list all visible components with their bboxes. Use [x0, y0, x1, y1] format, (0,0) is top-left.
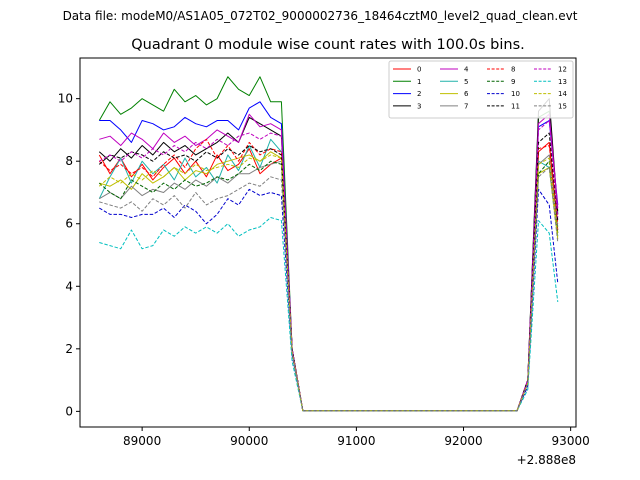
plot-frame — [79, 57, 577, 428]
x-tick-label: 92000 — [444, 434, 482, 448]
legend-label-14: 14 — [558, 90, 567, 98]
x-axis: 89000 90000 91000 92000 93000 — [123, 427, 590, 448]
series-line-15 — [99, 166, 559, 412]
legend-label-9: 9 — [511, 78, 515, 86]
plot-series — [98, 76, 559, 412]
legend-label-8: 8 — [511, 66, 515, 74]
legend-label-4: 4 — [464, 66, 469, 74]
y-tick-label: 10 — [58, 92, 73, 106]
y-tick-label: 0 — [65, 404, 73, 418]
series-line-1 — [98, 76, 559, 412]
legend-label-1: 1 — [417, 78, 421, 86]
series-line-8 — [98, 138, 559, 412]
legend-label-0: 0 — [417, 66, 421, 74]
x-tick-label: 90000 — [230, 434, 268, 448]
series-line-5 — [98, 138, 559, 412]
x-tick-label: 91000 — [337, 434, 375, 448]
legend-label-2: 2 — [417, 90, 421, 98]
series-line-0 — [98, 141, 559, 412]
y-tick-label: 6 — [65, 217, 73, 231]
series-line-4 — [99, 113, 559, 412]
legend-label-7: 7 — [464, 102, 468, 110]
series-line-7 — [99, 154, 559, 412]
chart-title: Quadrant 0 module wise count rates with … — [131, 37, 525, 53]
legend-label-6: 6 — [464, 90, 469, 98]
legend-box — [388, 60, 574, 119]
series-line-13 — [99, 216, 559, 412]
y-tick-label: 2 — [65, 342, 73, 356]
legend-label-10: 10 — [511, 90, 520, 98]
series-line-11 — [98, 132, 559, 412]
x-offset-text: +2.888e8 — [517, 453, 576, 467]
legend-label-5: 5 — [464, 78, 468, 86]
x-tick-label: 89000 — [123, 434, 161, 448]
y-axis: 0 2 4 6 8 10 — [58, 92, 80, 418]
series-line-3 — [98, 98, 559, 412]
legend-label-3: 3 — [417, 102, 421, 110]
legend-label-12: 12 — [558, 66, 567, 74]
series-line-10 — [99, 188, 559, 412]
series-line-2 — [99, 101, 559, 412]
y-tick-label: 4 — [65, 279, 73, 293]
figure-suptitle: Data file: modeM0/AS1A05_072T02_90000027… — [63, 9, 578, 23]
x-tick-label: 93000 — [552, 434, 590, 448]
legend-label-13: 13 — [558, 78, 567, 86]
legend-label-11: 11 — [511, 102, 520, 110]
legend-label-15: 15 — [558, 102, 567, 110]
series-line-9 — [98, 160, 559, 412]
series-line-6 — [99, 151, 559, 412]
series-line-14 — [98, 154, 559, 412]
y-tick-label: 8 — [65, 154, 73, 168]
